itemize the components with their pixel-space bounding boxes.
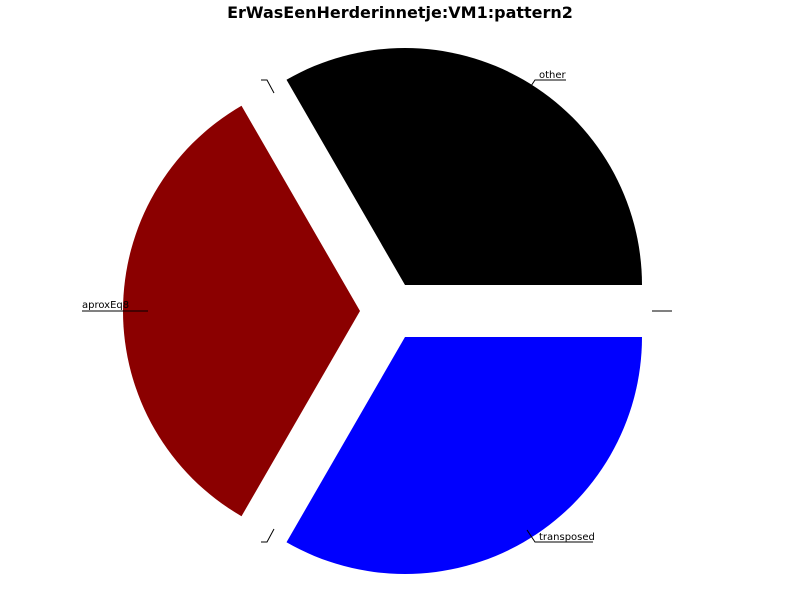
slice-label-other: other [539,70,567,81]
pie-slice-aproxEq8 [123,105,360,517]
leader-line-transposed [526,529,593,543]
pie-slice-other [286,48,642,286]
slice-label-transposed: transposed [539,532,595,543]
pie-slice-transposed [286,336,642,574]
chart-title: ErWasEenHerderinnetje:VM1:pattern2 [227,3,573,22]
leader-line-empty-slice-1 [261,79,275,94]
leader-line-other [526,79,566,93]
leader-line-empty-slice-3 [261,528,275,543]
slice-label-aproxEq8: aproxEq8 [82,300,129,311]
